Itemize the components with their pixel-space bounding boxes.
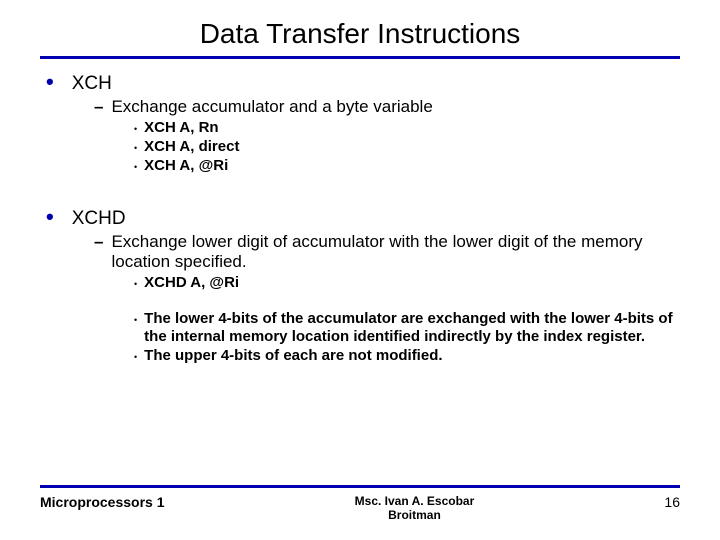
bullet-dot-icon: • — [46, 208, 54, 226]
footer-left: Microprocessors 1 — [40, 494, 165, 510]
item-xch-2: • XCH A, @Ri — [134, 157, 680, 175]
footer-center-line1: Msc. Ivan A. Escobar — [355, 494, 475, 508]
note-0: • The lower 4-bits of the accumulator ar… — [134, 310, 680, 346]
bullet-dot-icon: • — [46, 73, 54, 91]
footer-row: Microprocessors 1 Msc. Ivan A. Escobar B… — [40, 494, 680, 522]
dash-icon: – — [94, 232, 103, 252]
item-xch-1: • XCH A, direct — [134, 138, 680, 156]
bullet-xch-text: XCH — [72, 73, 112, 95]
bullet-xch: • XCH — [46, 73, 680, 95]
small-bullet-icon: • — [134, 140, 137, 156]
slide-content: • XCH – Exchange accumulator and a byte … — [40, 69, 680, 540]
note-1: • The upper 4-bits of each are not modif… — [134, 347, 680, 365]
note-0-text: The lower 4-bits of the accumulator are … — [144, 310, 674, 346]
sub-xchd: – Exchange lower digit of accumulator wi… — [94, 232, 680, 272]
title-rule — [40, 56, 680, 59]
small-bullet-icon: • — [134, 276, 137, 292]
item-xch-2-text: XCH A, @Ri — [144, 157, 228, 175]
small-bullet-icon: • — [134, 159, 137, 175]
bullet-xchd-text: XCHD — [72, 208, 126, 230]
small-bullet-icon: • — [134, 312, 137, 328]
footer-page-number: 16 — [664, 494, 680, 510]
slide-footer: Microprocessors 1 Msc. Ivan A. Escobar B… — [0, 485, 720, 522]
sub-xch: – Exchange accumulator and a byte variab… — [94, 97, 680, 117]
small-bullet-icon: • — [134, 121, 137, 137]
bullet-xchd: • XCHD — [46, 208, 680, 230]
note-1-text: The upper 4-bits of each are not modifie… — [144, 347, 442, 365]
item-xch-0: • XCH A, Rn — [134, 119, 680, 137]
item-xchd-0: • XCHD A, @Ri — [134, 274, 680, 292]
sub-xch-text: Exchange accumulator and a byte variable — [111, 97, 432, 117]
footer-center-line2: Broitman — [355, 508, 475, 522]
dash-icon: – — [94, 97, 103, 117]
item-xch-1-text: XCH A, direct — [144, 138, 239, 156]
footer-center: Msc. Ivan A. Escobar Broitman — [355, 494, 475, 522]
slide: Data Transfer Instructions • XCH – Excha… — [0, 0, 720, 540]
slide-title: Data Transfer Instructions — [40, 18, 680, 50]
footer-rule — [40, 485, 680, 488]
item-xch-0-text: XCH A, Rn — [144, 119, 218, 137]
small-bullet-icon: • — [134, 349, 137, 365]
item-xchd-0-text: XCHD A, @Ri — [144, 274, 239, 292]
sub-xchd-text: Exchange lower digit of accumulator with… — [111, 232, 680, 272]
